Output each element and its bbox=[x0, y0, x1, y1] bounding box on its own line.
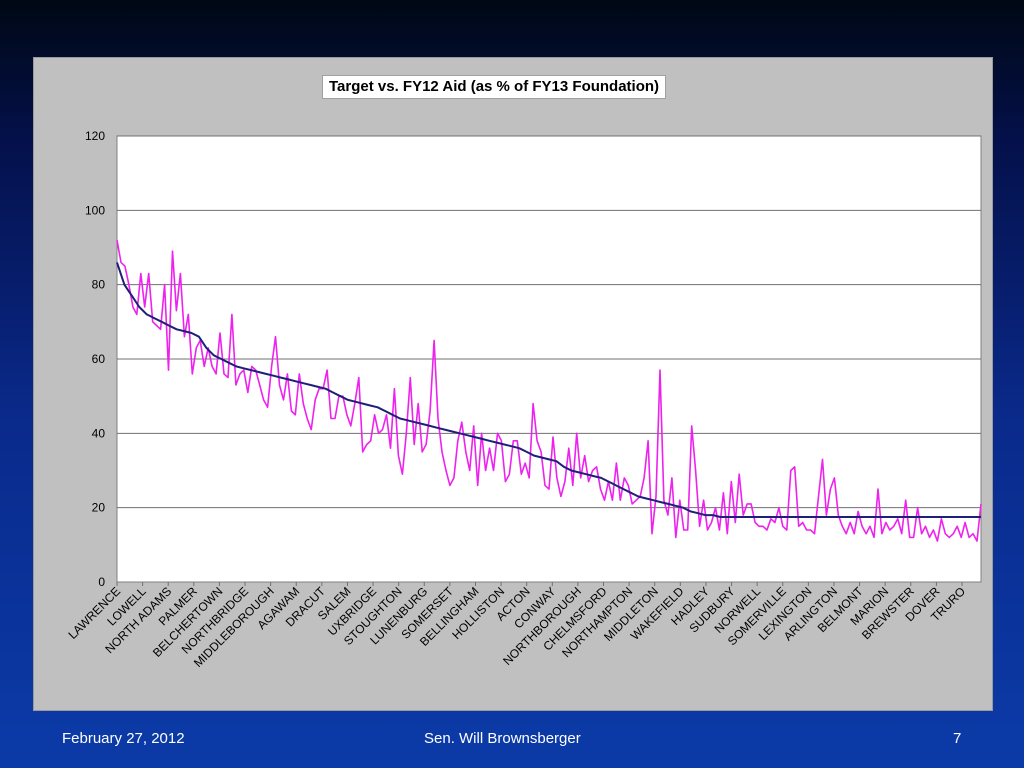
chart-panel: 0 20 40 60 80 100 120 LAWRENCE LOWELL NORTH ADAM… bbox=[33, 57, 993, 711]
y-tick-label: 100 bbox=[85, 203, 105, 217]
footer-author: Sen. Will Brownsberger bbox=[424, 730, 581, 747]
y-axis-ticks: 0 20 40 60 80 100 120 bbox=[85, 129, 105, 589]
y-tick-label: 0 bbox=[98, 575, 105, 589]
y-tick-label: 120 bbox=[85, 129, 105, 143]
footer-page-number: 7 bbox=[953, 730, 962, 747]
y-tick-label: 40 bbox=[92, 426, 106, 440]
y-tick-label: 80 bbox=[92, 278, 106, 292]
series-line-aid bbox=[116, 239, 982, 542]
series-line-target bbox=[116, 262, 981, 518]
y-tick-label: 60 bbox=[92, 352, 106, 366]
chart-title: Target vs. FY12 Aid (as % of FY13 Founda… bbox=[322, 75, 667, 99]
series bbox=[116, 239, 982, 542]
footer-date: February 27, 2012 bbox=[62, 730, 185, 747]
y-tick-label: 20 bbox=[92, 501, 106, 515]
